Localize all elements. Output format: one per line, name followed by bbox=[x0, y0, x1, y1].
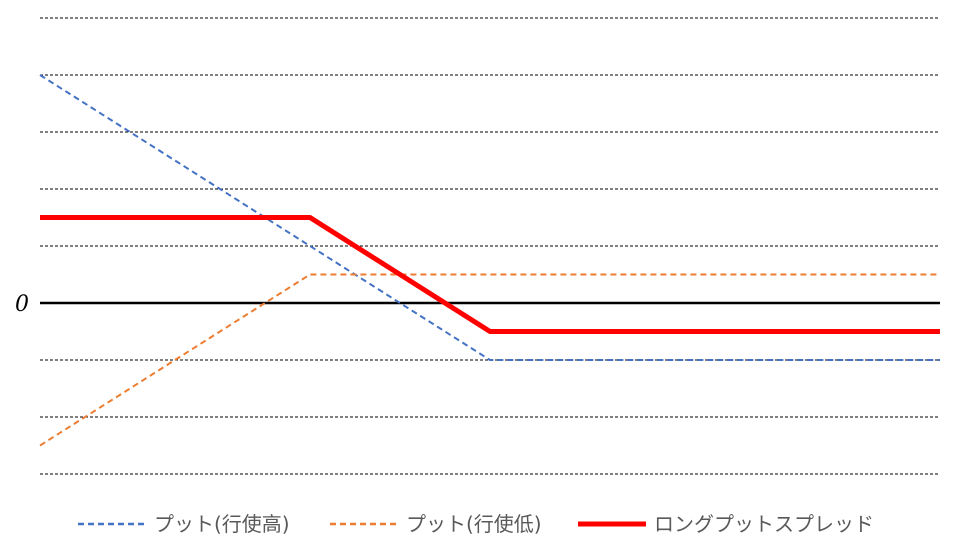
legend-label-1: プット(行使低) bbox=[406, 512, 542, 536]
y-tick-label: 0 bbox=[15, 292, 29, 317]
series-line-1 bbox=[39, 273, 940, 447]
series-lines bbox=[39, 74, 940, 447]
legend: プット(行使高) プット(行使低) ロングプットスプレッド bbox=[78, 512, 874, 536]
legend-label-2: ロングプットスプレッド bbox=[654, 512, 874, 536]
gridlines bbox=[40, 17, 940, 475]
legend-label-0: プット(行使高) bbox=[154, 512, 290, 536]
series-line-2 bbox=[40, 215, 940, 334]
y-tick-labels: 0 bbox=[15, 292, 29, 317]
